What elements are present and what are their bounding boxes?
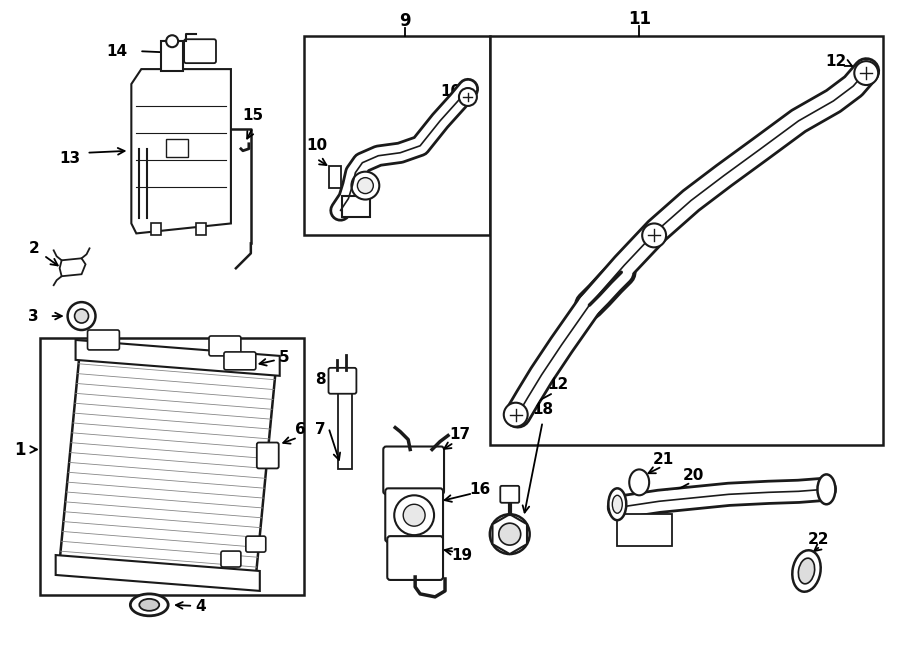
Bar — [617, 514, 672, 546]
FancyBboxPatch shape — [224, 352, 256, 370]
Bar — [151, 224, 161, 236]
Text: 3: 3 — [29, 308, 39, 324]
Circle shape — [504, 402, 527, 426]
Text: 10: 10 — [306, 138, 327, 154]
Ellipse shape — [130, 594, 168, 616]
Text: 13: 13 — [59, 151, 80, 166]
Circle shape — [68, 302, 95, 330]
Polygon shape — [76, 340, 280, 376]
Text: 10: 10 — [440, 83, 461, 99]
Ellipse shape — [608, 489, 626, 520]
Polygon shape — [131, 69, 231, 234]
Text: 11: 11 — [627, 11, 651, 28]
FancyBboxPatch shape — [209, 336, 241, 356]
Circle shape — [854, 61, 878, 85]
Polygon shape — [56, 555, 260, 591]
Polygon shape — [59, 354, 275, 577]
Circle shape — [166, 35, 178, 47]
Bar — [328, 166, 341, 187]
Text: 16: 16 — [469, 482, 491, 497]
FancyBboxPatch shape — [383, 446, 444, 495]
Circle shape — [351, 171, 379, 199]
FancyBboxPatch shape — [500, 486, 519, 502]
FancyBboxPatch shape — [184, 39, 216, 63]
Text: 21: 21 — [652, 452, 674, 467]
Text: 12: 12 — [547, 377, 568, 393]
Circle shape — [75, 309, 88, 323]
Ellipse shape — [817, 475, 835, 504]
Bar — [303, 36, 490, 236]
Text: 9: 9 — [400, 13, 411, 30]
Text: 19: 19 — [452, 547, 472, 563]
Text: 5: 5 — [278, 350, 289, 365]
Text: 20: 20 — [682, 468, 704, 483]
Text: 12: 12 — [825, 54, 847, 69]
Circle shape — [643, 224, 666, 248]
Bar — [196, 224, 206, 236]
FancyBboxPatch shape — [385, 489, 443, 542]
Text: 4: 4 — [195, 599, 206, 614]
Text: 15: 15 — [242, 109, 264, 123]
Bar — [490, 36, 883, 444]
Text: 6: 6 — [295, 422, 306, 437]
Circle shape — [459, 88, 477, 106]
Bar — [166, 139, 188, 157]
Text: 17: 17 — [449, 427, 471, 442]
Ellipse shape — [629, 469, 649, 495]
FancyBboxPatch shape — [387, 536, 443, 580]
Text: 18: 18 — [532, 402, 554, 417]
Bar — [161, 41, 183, 71]
Circle shape — [490, 514, 530, 554]
Bar — [338, 390, 353, 469]
Text: 7: 7 — [315, 422, 326, 437]
FancyBboxPatch shape — [246, 536, 266, 552]
Ellipse shape — [140, 599, 159, 611]
FancyBboxPatch shape — [256, 442, 279, 469]
Bar — [40, 338, 303, 595]
Circle shape — [394, 495, 434, 535]
Text: 22: 22 — [807, 532, 829, 547]
Bar — [343, 195, 370, 218]
FancyBboxPatch shape — [221, 551, 241, 567]
FancyBboxPatch shape — [87, 330, 120, 350]
Text: 8: 8 — [315, 372, 326, 387]
Ellipse shape — [792, 550, 821, 592]
Circle shape — [357, 177, 374, 193]
FancyBboxPatch shape — [328, 368, 356, 394]
Text: 2: 2 — [29, 241, 39, 256]
Polygon shape — [59, 258, 86, 276]
Ellipse shape — [798, 558, 814, 584]
Circle shape — [403, 504, 425, 526]
Text: 14: 14 — [106, 44, 127, 59]
Circle shape — [499, 523, 521, 545]
Text: 1: 1 — [14, 440, 25, 459]
Ellipse shape — [612, 495, 622, 513]
